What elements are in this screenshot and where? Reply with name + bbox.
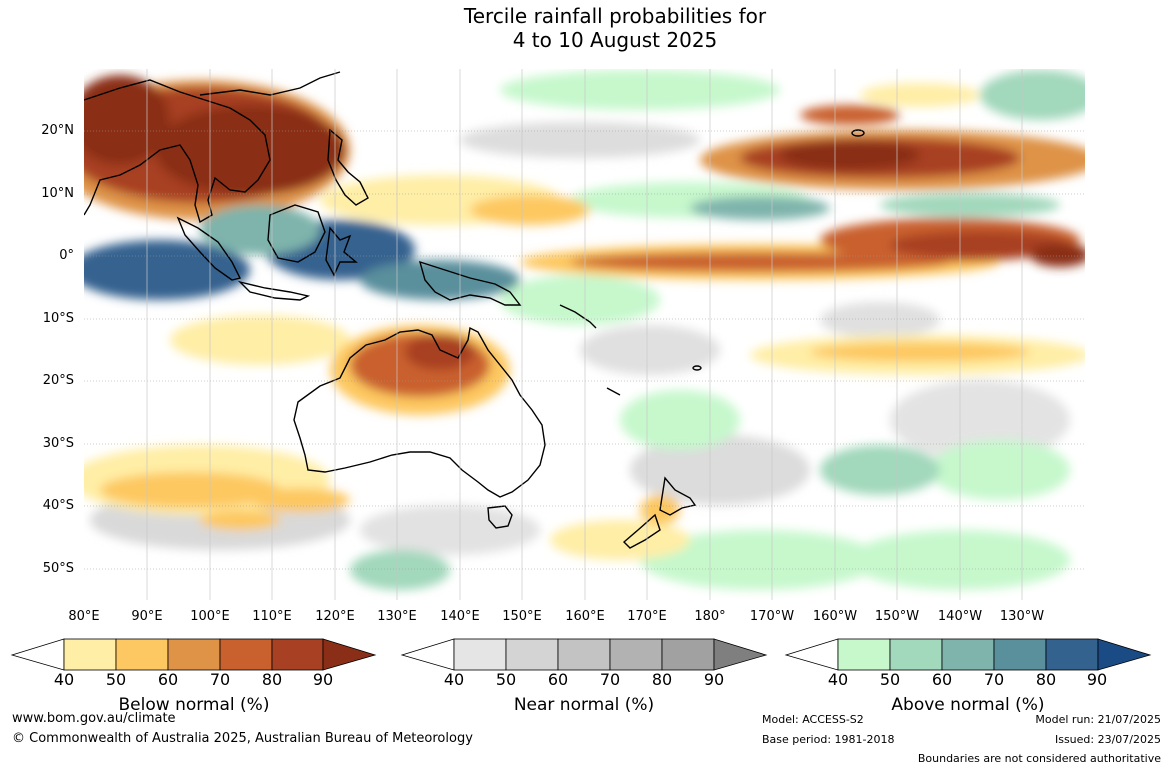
issued-text: Issued: 23/07/2025 — [1054, 733, 1161, 746]
coastlines — [84, 71, 865, 549]
graticule — [84, 130, 1085, 570]
lon-label: 140°W — [937, 609, 983, 624]
lon-label: 130°E — [377, 609, 417, 624]
lat-label: 10°N — [41, 186, 74, 201]
colorbar-tick: 60 — [157, 670, 179, 689]
colorbar-below — [10, 638, 377, 671]
lon-label: 160°W — [812, 609, 858, 624]
lat-label: 10°S — [42, 311, 74, 326]
map-title: Tercile rainfall probabilities for 4 to … — [0, 4, 1173, 52]
colorbar-tick: 40 — [443, 670, 465, 689]
colorbar-tick: 80 — [261, 670, 283, 689]
colorbar-tick: 90 — [1086, 670, 1108, 689]
lon-label: 140°E — [440, 609, 480, 624]
colorbar-tick: 70 — [983, 670, 1005, 689]
title-line-2: 4 to 10 August 2025 — [512, 28, 718, 52]
lon-label: 80°E — [68, 609, 100, 624]
lon-label: 100°E — [190, 609, 230, 624]
lat-label: 0° — [59, 248, 74, 263]
colorbar-title-above: Above normal (%) — [891, 695, 1045, 715]
colorbar-tick: 50 — [879, 670, 901, 689]
colorbar-tick: 70 — [209, 670, 231, 689]
lon-label: 120°E — [315, 609, 355, 624]
lat-label: 30°S — [42, 436, 74, 451]
colorbar-tick: 90 — [312, 670, 334, 689]
colorbar-tick: 50 — [495, 670, 517, 689]
colorbar-tick: 50 — [105, 670, 127, 689]
colorbar-tick: 70 — [599, 670, 621, 689]
colorbar-tick: 40 — [827, 670, 849, 689]
website-link[interactable]: www.bom.gov.au/climate — [12, 711, 176, 726]
lon-label: 170°E — [627, 609, 667, 624]
meridians — [146, 69, 1023, 600]
lon-label: 170°W — [749, 609, 795, 624]
colorbar-tick: 60 — [547, 670, 569, 689]
model-text: Model: ACCESS-S2 — [762, 713, 864, 726]
lon-label: 130°W — [999, 609, 1045, 624]
colorbar-above — [784, 638, 1152, 671]
lat-label: 20°S — [42, 373, 74, 388]
colorbar-tick: 80 — [651, 670, 673, 689]
colorbar-tick: 40 — [53, 670, 75, 689]
colorbar-near — [400, 638, 768, 671]
colorbar-tick: 90 — [703, 670, 725, 689]
lon-label: 160°E — [565, 609, 605, 624]
lat-label: 40°S — [42, 498, 74, 513]
colorbar-title-below: Below normal (%) — [118, 695, 270, 715]
copyright-text: © Commonwealth of Australia 2025, Austra… — [12, 731, 473, 746]
base-period-text: Base period: 1981-2018 — [762, 733, 895, 746]
model-run-text: Model run: 21/07/2025 — [1035, 713, 1161, 726]
lon-label: 150°E — [502, 609, 542, 624]
lon-label: 90°E — [131, 609, 163, 624]
lat-label: 20°N — [41, 123, 74, 138]
disclaimer-text: Boundaries are not considered authoritat… — [917, 752, 1161, 765]
lat-label: 50°S — [42, 561, 74, 576]
colorbar-title-near: Near normal (%) — [513, 695, 655, 715]
colorbar-tick: 80 — [1035, 670, 1057, 689]
lon-label: 150°W — [874, 609, 920, 624]
colorbar-tick: 60 — [931, 670, 953, 689]
lon-label: 180° — [694, 609, 726, 624]
title-line-1: Tercile rainfall probabilities for — [463, 4, 767, 28]
lon-label: 110°E — [252, 609, 292, 624]
